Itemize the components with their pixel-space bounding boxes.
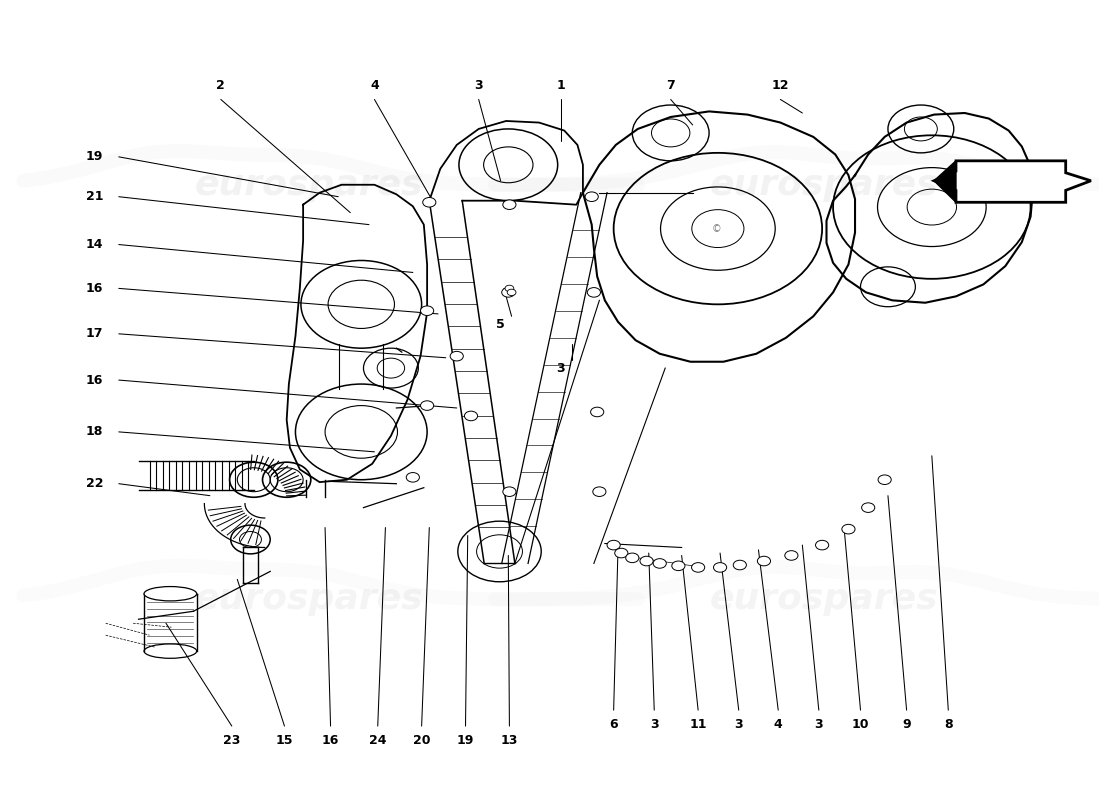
Text: 23: 23 xyxy=(223,734,241,747)
Text: ©: © xyxy=(712,223,722,234)
Text: 16: 16 xyxy=(322,734,339,747)
Text: 13: 13 xyxy=(500,734,518,747)
Circle shape xyxy=(640,556,653,566)
Circle shape xyxy=(422,198,436,207)
Circle shape xyxy=(692,562,705,572)
Text: 24: 24 xyxy=(368,734,386,747)
Text: 4: 4 xyxy=(773,718,782,731)
Circle shape xyxy=(842,524,855,534)
Circle shape xyxy=(615,548,628,558)
Circle shape xyxy=(653,558,667,568)
Text: 19: 19 xyxy=(456,734,474,747)
Text: 8: 8 xyxy=(944,718,953,731)
Text: 22: 22 xyxy=(86,478,103,490)
Text: 10: 10 xyxy=(851,718,869,731)
Circle shape xyxy=(505,285,514,291)
Circle shape xyxy=(587,287,601,297)
Circle shape xyxy=(406,473,419,482)
Text: 3: 3 xyxy=(474,78,483,91)
Circle shape xyxy=(507,289,516,295)
Circle shape xyxy=(420,306,433,315)
Text: eurospares: eurospares xyxy=(710,168,938,202)
Text: 9: 9 xyxy=(902,718,911,731)
Text: 1: 1 xyxy=(557,78,565,91)
Text: eurospares: eurospares xyxy=(195,168,422,202)
Text: 21: 21 xyxy=(86,190,103,203)
Polygon shape xyxy=(934,161,956,202)
Circle shape xyxy=(464,411,477,421)
Circle shape xyxy=(593,487,606,497)
Circle shape xyxy=(502,287,515,297)
Circle shape xyxy=(878,475,891,485)
Circle shape xyxy=(585,192,598,202)
Text: 2: 2 xyxy=(217,78,226,91)
Circle shape xyxy=(503,487,516,497)
Circle shape xyxy=(815,540,828,550)
Circle shape xyxy=(503,200,516,210)
Text: 14: 14 xyxy=(86,238,103,251)
Text: 6: 6 xyxy=(609,718,618,731)
Text: 11: 11 xyxy=(690,718,707,731)
Circle shape xyxy=(591,407,604,417)
Text: 4: 4 xyxy=(370,78,378,91)
Polygon shape xyxy=(934,161,1091,202)
Text: 16: 16 xyxy=(86,282,103,295)
Circle shape xyxy=(607,540,620,550)
Text: 19: 19 xyxy=(86,150,103,163)
Text: eurospares: eurospares xyxy=(195,582,422,616)
Circle shape xyxy=(784,550,798,560)
Text: 3: 3 xyxy=(557,362,565,374)
Text: 17: 17 xyxy=(86,327,103,340)
Text: 7: 7 xyxy=(667,78,675,91)
Ellipse shape xyxy=(144,586,197,601)
Circle shape xyxy=(861,503,875,513)
Text: 18: 18 xyxy=(86,426,103,438)
Text: 12: 12 xyxy=(772,78,789,91)
Circle shape xyxy=(714,562,727,572)
Circle shape xyxy=(420,401,433,410)
Text: 15: 15 xyxy=(276,734,294,747)
Text: 16: 16 xyxy=(86,374,103,386)
Circle shape xyxy=(734,560,747,570)
Text: 3: 3 xyxy=(814,718,823,731)
Circle shape xyxy=(450,351,463,361)
Circle shape xyxy=(672,561,685,570)
Text: 3: 3 xyxy=(735,718,743,731)
Text: 20: 20 xyxy=(412,734,430,747)
Circle shape xyxy=(626,553,639,562)
Text: 3: 3 xyxy=(650,718,659,731)
Text: 5: 5 xyxy=(496,318,505,330)
Text: eurospares: eurospares xyxy=(710,582,938,616)
Circle shape xyxy=(758,556,770,566)
